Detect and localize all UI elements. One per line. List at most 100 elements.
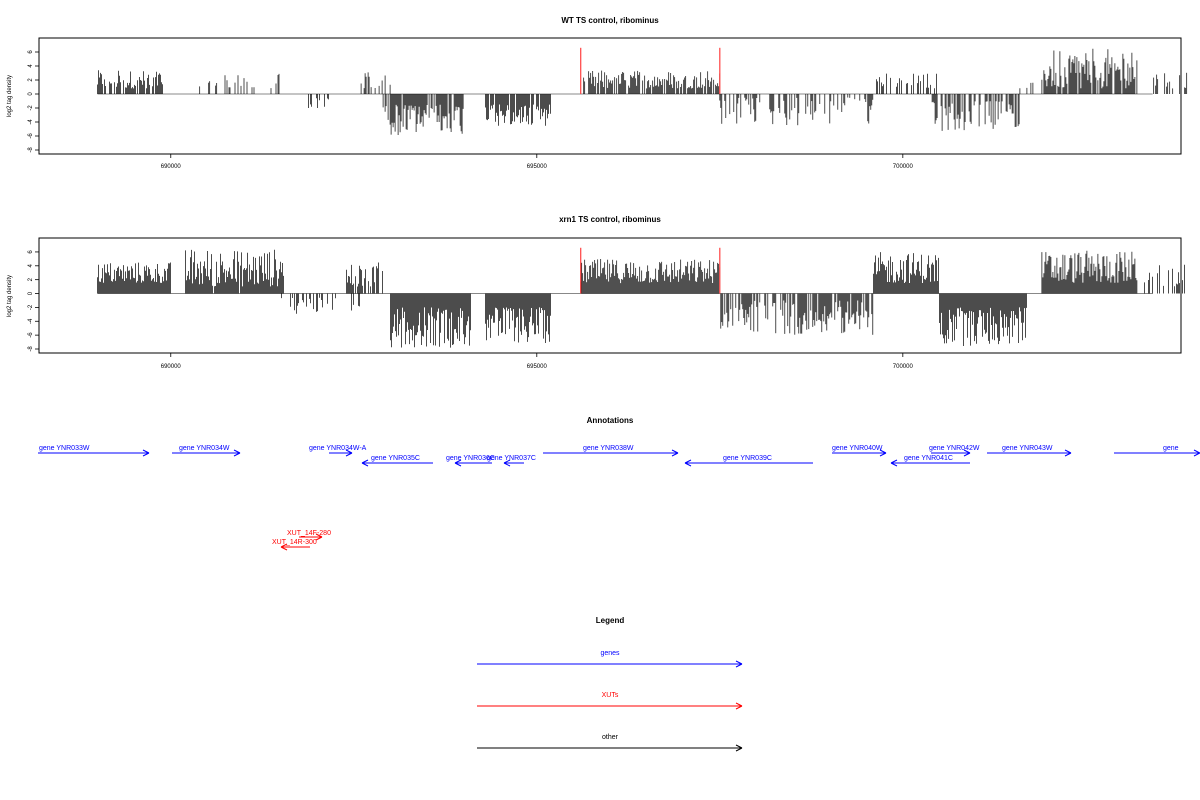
legend-items: genes XUTs other [477, 650, 743, 752]
arrow-head [735, 660, 743, 665]
arrow-head [233, 452, 241, 457]
legend-label: other [602, 734, 619, 741]
arrow-head [735, 702, 743, 707]
xut-label: XUT_14F-280 [287, 530, 331, 537]
arrow-head [735, 663, 743, 668]
gene-label: gene YNR035C [371, 455, 420, 462]
bars-group [97, 47, 1188, 135]
arrow-head [735, 705, 743, 710]
legend-label: genes [600, 650, 620, 657]
panel-xrn1: xrn1 TS control, ribominus log2 tag dens… [7, 215, 1185, 370]
gene-label: gene YNR037C [487, 455, 536, 462]
ticks-group: 6 4 2 0 -2 -4 -6 -8 690000 695000 700000 [28, 250, 913, 370]
arrow-head [454, 459, 462, 464]
y-tick-label: -2 [28, 304, 34, 310]
y-tick-label: 6 [28, 50, 34, 54]
arrow-head [280, 546, 288, 551]
y-tick-label: 0 [28, 291, 34, 295]
y-tick-label: -6 [28, 133, 34, 139]
arrow-head [1064, 452, 1072, 457]
legend-item: other [477, 734, 743, 752]
gene-arrow: gene YNR038W [543, 445, 679, 457]
y-tick-label: 4 [28, 64, 34, 68]
legend-title: Legend [596, 616, 625, 625]
y-tick-label: -6 [28, 332, 34, 338]
arrow-head [361, 462, 369, 467]
y-tick-label: -4 [28, 119, 34, 125]
arrow-head [879, 452, 887, 457]
legend-item: genes [477, 650, 743, 668]
annotations-title: Annotations [587, 416, 634, 425]
arrow-head [280, 543, 288, 548]
legend-item: XUTs [477, 692, 743, 710]
x-tick-label: 700000 [893, 164, 914, 170]
arrow-head [890, 459, 898, 464]
panel-title: WT TS control, ribominus [561, 16, 659, 25]
y-axis-label: log2 tag density [7, 75, 13, 117]
gene-arrow: gene YNR034W-A [309, 445, 367, 457]
arrow-head [684, 459, 692, 464]
annotations-panel: Annotations gene YNR033W gene YNR034W gene… [38, 416, 1200, 551]
gene-arrow: gene YNR042W [929, 445, 980, 457]
legend-panel: Legend genes XUTs other [477, 616, 743, 752]
x-tick-label: 690000 [161, 364, 182, 370]
arrow-head [503, 459, 511, 464]
gene-label: gene YNR040W [832, 445, 883, 452]
annotation-items: gene YNR033W gene YNR034W gene YNR034W-A ge… [38, 445, 1200, 551]
gene-label: gene YNR034W [179, 445, 230, 452]
arrow-head [142, 452, 150, 457]
panel-title: xrn1 TS control, ribominus [559, 215, 661, 224]
x-tick-label: 700000 [893, 364, 914, 370]
arrow-head [735, 747, 743, 752]
bars-group [97, 247, 1185, 348]
plot-frame [38, 237, 1182, 354]
arrow-head [345, 449, 353, 454]
gene-label: gene [1163, 445, 1179, 452]
x-tick-label: 690000 [161, 164, 182, 170]
y-tick-label: 6 [28, 250, 34, 254]
plot-frame [38, 37, 1182, 155]
arrow-head [963, 452, 971, 457]
y-tick-label: 2 [28, 78, 34, 82]
gene-label: gene YNR033W [39, 445, 90, 452]
arrow-head [315, 533, 323, 538]
gene-arrow: gene YNR034W [172, 445, 241, 457]
gene-label: gene YNR034W-A [309, 445, 367, 452]
arrow-head [233, 449, 241, 454]
x-tick-label: 695000 [527, 164, 548, 170]
gene-label: gene YNR036C [446, 455, 495, 462]
arrow-head [503, 462, 511, 467]
gene-label: gene YNR039C [723, 455, 772, 462]
arrow-head [879, 449, 887, 454]
arrow-head [315, 536, 323, 541]
arrow-head [454, 462, 462, 467]
arrow-head [890, 462, 898, 467]
gene-label: gene YNR043W [1002, 445, 1053, 452]
arrow-head [361, 459, 369, 464]
xut-arrow: XUT_14F-280 [287, 530, 331, 541]
gene-arrow: gene YNR040W [832, 445, 887, 457]
y-tick-label: 0 [28, 92, 34, 96]
legend-label: XUTs [602, 692, 619, 699]
y-tick-label: -8 [28, 346, 34, 352]
arrow-head [671, 449, 679, 454]
arrow-head [735, 744, 743, 749]
arrow-head [142, 449, 150, 454]
arrow-head [1064, 449, 1072, 454]
gene-arrow: gene YNR041C [890, 455, 970, 467]
gene-arrow: gene [1114, 445, 1200, 457]
arrow-head [1193, 452, 1200, 457]
gene-arrow: gene YNR036C [446, 455, 495, 467]
xut-label: XUT_14R-300 [272, 539, 317, 546]
y-tick-label: 4 [28, 263, 34, 267]
y-tick-label: -8 [28, 147, 34, 153]
arrow-head [963, 449, 971, 454]
panel-wt: WT TS control, ribominus log2 tag densit… [7, 16, 1188, 170]
x-tick-label: 695000 [527, 364, 548, 370]
gene-label: gene YNR042W [929, 445, 980, 452]
gene-arrow: gene YNR043W [987, 445, 1072, 457]
ticks-group: 6 4 2 0 -2 -4 -6 -8 690000 695000 700000 [28, 50, 913, 170]
arrow-head [671, 452, 679, 457]
